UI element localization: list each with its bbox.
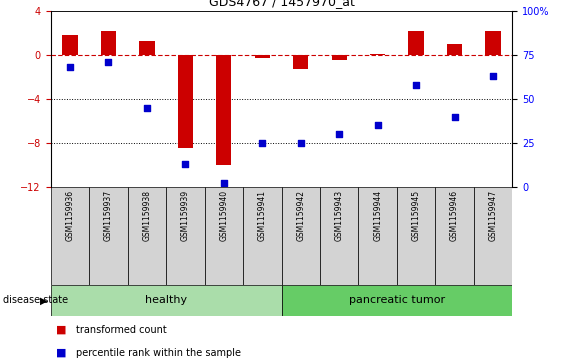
Bar: [178, 55, 193, 148]
Bar: [320, 187, 359, 285]
Text: GSM1159947: GSM1159947: [489, 190, 498, 241]
Bar: [397, 187, 435, 285]
Bar: [89, 187, 128, 285]
Bar: [282, 285, 512, 316]
Bar: [216, 55, 231, 165]
Point: [373, 122, 382, 128]
Text: ■: ■: [56, 325, 67, 335]
Text: GSM1159943: GSM1159943: [335, 190, 343, 241]
Bar: [254, 55, 270, 58]
Text: GSM1159946: GSM1159946: [450, 190, 459, 241]
Text: transformed count: transformed count: [76, 325, 167, 335]
Text: GSM1159945: GSM1159945: [412, 190, 421, 241]
Text: healthy: healthy: [145, 295, 187, 305]
Bar: [204, 187, 243, 285]
Point: [489, 73, 498, 79]
Text: GSM1159942: GSM1159942: [296, 190, 305, 241]
Bar: [435, 187, 474, 285]
Bar: [409, 31, 424, 55]
Point: [258, 140, 267, 146]
Point: [220, 180, 229, 186]
Title: GDS4767 / 1457970_at: GDS4767 / 1457970_at: [208, 0, 355, 8]
Bar: [370, 54, 385, 55]
Point: [65, 64, 74, 70]
Bar: [359, 187, 397, 285]
Point: [142, 105, 151, 111]
Bar: [474, 187, 512, 285]
Bar: [332, 55, 347, 60]
Text: GSM1159940: GSM1159940: [220, 190, 228, 241]
Text: ■: ■: [56, 348, 67, 358]
Bar: [485, 31, 501, 55]
Bar: [62, 35, 78, 55]
Point: [450, 114, 459, 119]
Point: [412, 82, 421, 88]
Text: GSM1159944: GSM1159944: [373, 190, 382, 241]
Bar: [166, 187, 204, 285]
Point: [296, 140, 305, 146]
Text: pancreatic tumor: pancreatic tumor: [349, 295, 445, 305]
Bar: [128, 187, 166, 285]
Bar: [447, 44, 462, 55]
Bar: [51, 187, 89, 285]
Text: ▶: ▶: [40, 295, 48, 305]
Bar: [293, 55, 309, 69]
Point: [334, 131, 343, 137]
Text: disease state: disease state: [3, 295, 68, 305]
Bar: [243, 187, 282, 285]
Bar: [51, 285, 282, 316]
Point: [181, 161, 190, 167]
Text: GSM1159941: GSM1159941: [258, 190, 267, 241]
Bar: [101, 31, 116, 55]
Bar: [139, 41, 154, 55]
Point: [104, 59, 113, 65]
Text: GSM1159936: GSM1159936: [65, 190, 74, 241]
Text: GSM1159937: GSM1159937: [104, 190, 113, 241]
Bar: [282, 187, 320, 285]
Text: percentile rank within the sample: percentile rank within the sample: [76, 348, 241, 358]
Text: GSM1159938: GSM1159938: [142, 190, 151, 241]
Text: GSM1159939: GSM1159939: [181, 190, 190, 241]
